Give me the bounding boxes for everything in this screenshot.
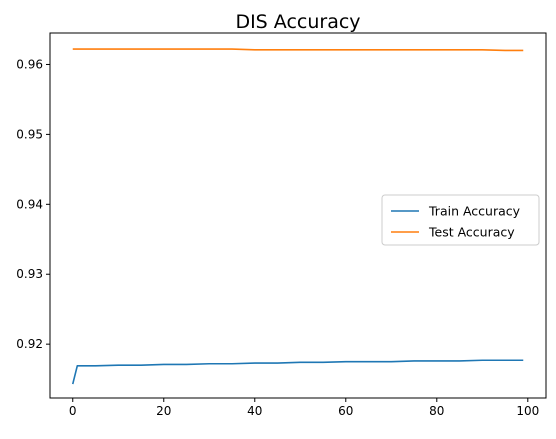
x-tick-label: 40: [247, 404, 262, 418]
legend: Train Accuracy Test Accuracy: [381, 194, 540, 246]
y-tick-label: 0.95: [16, 127, 43, 141]
chart-title: DIS Accuracy: [235, 11, 360, 33]
x-tick-label: 0: [69, 404, 77, 418]
y-tick-label: 0.96: [16, 57, 43, 71]
legend-label: Train Accuracy: [428, 204, 521, 219]
y-tick-label: 0.94: [16, 197, 43, 211]
x-tick-label: 100: [516, 404, 539, 418]
x-tick-label: 20: [156, 404, 171, 418]
axes-frame: [49, 32, 547, 399]
series-lines: [71, 48, 524, 385]
legend-box: [381, 194, 540, 246]
axes: 0 20 40 60 80 100 0.92 0.93 0.94 0.95 0.96: [16, 32, 547, 418]
y-tick-label: 0.93: [16, 267, 43, 281]
series-line-train: [71, 359, 524, 385]
y-tick-label: 0.92: [16, 337, 43, 351]
series-line-test: [72, 48, 524, 52]
x-tick-label: 80: [429, 404, 444, 418]
x-tick-label: 60: [338, 404, 353, 418]
legend-label: Test Accuracy: [428, 225, 515, 240]
